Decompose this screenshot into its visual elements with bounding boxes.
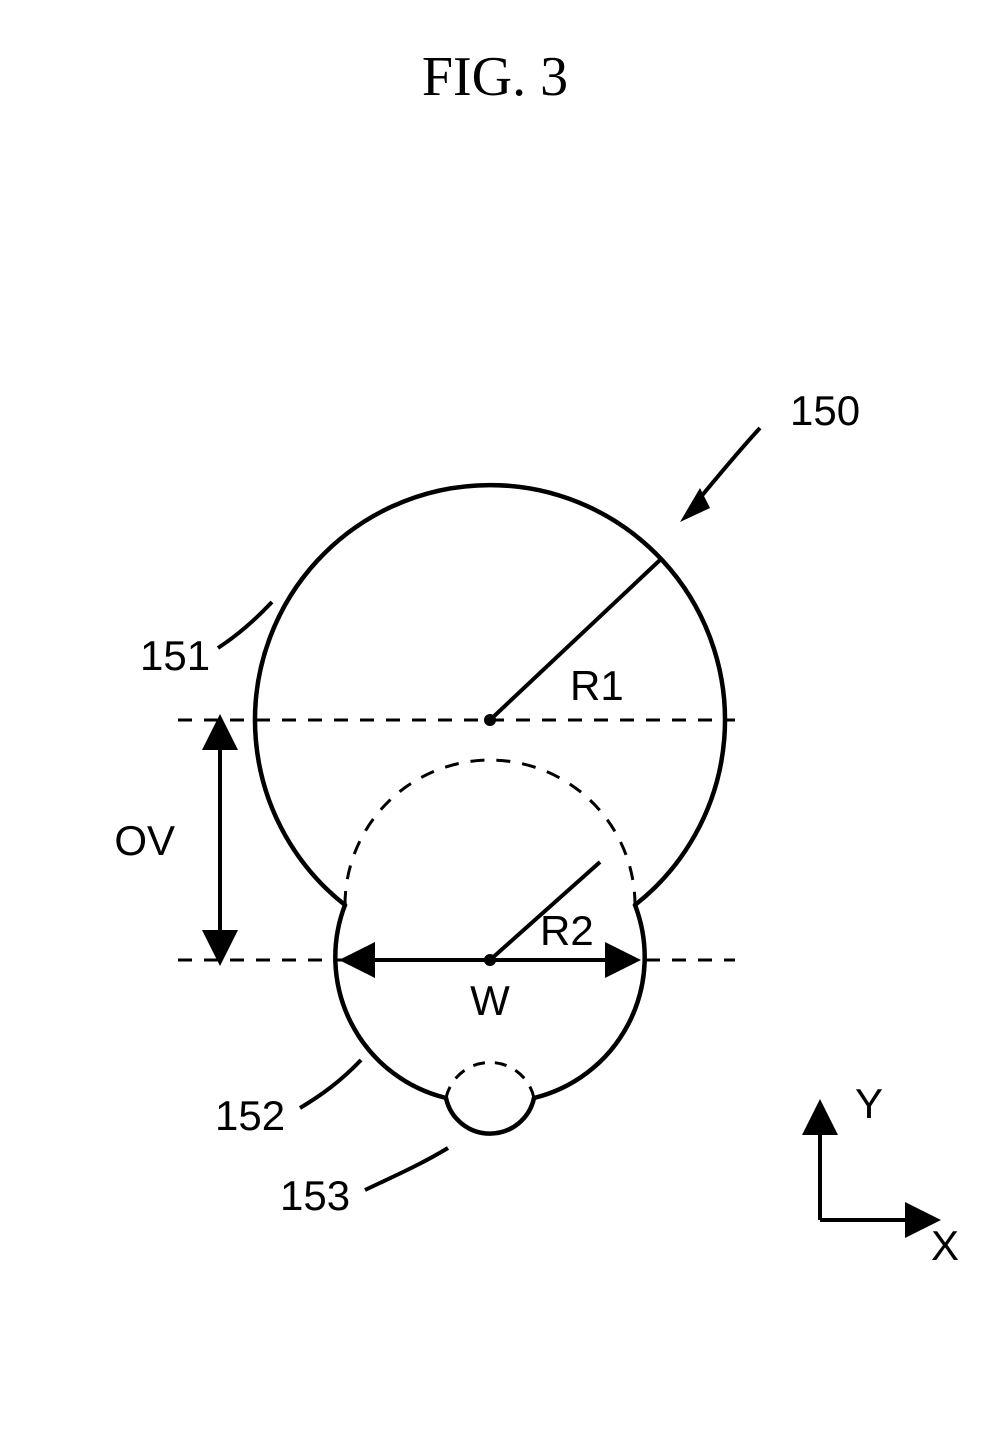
label-151: 151 — [140, 632, 210, 679]
w-dimension: W — [345, 960, 635, 1024]
callout-153: 153 — [280, 1148, 448, 1219]
r2-label: R2 — [540, 907, 594, 954]
x-axis-label: X — [931, 1222, 959, 1269]
callout-150: 150 — [680, 387, 860, 522]
callout-151: 151 — [140, 602, 272, 679]
label-152: 152 — [215, 1092, 285, 1139]
circle-3-dashed — [446, 1062, 534, 1098]
shape-outline — [255, 485, 725, 1133]
radius-r2: R2 — [484, 862, 600, 966]
axes: Y X — [820, 1080, 959, 1269]
leader-151 — [218, 602, 272, 648]
figure-title: FIG. 3 — [422, 46, 568, 108]
ov-label: OV — [114, 817, 175, 864]
circle-2-dashed — [345, 760, 635, 905]
label-150: 150 — [790, 387, 860, 434]
leader-153 — [365, 1148, 448, 1190]
w-label: W — [470, 977, 510, 1024]
label-153: 153 — [280, 1172, 350, 1219]
r1-label: R1 — [570, 662, 624, 709]
leader-152 — [300, 1060, 361, 1108]
circle-1-arc — [255, 485, 725, 905]
figure-root: FIG. 3 R1 R2 OV — [0, 0, 991, 1447]
radius-r1: R1 — [484, 560, 660, 726]
y-axis-label: Y — [855, 1080, 883, 1127]
callout-152: 152 — [215, 1060, 361, 1139]
circle-3-arc — [446, 1098, 534, 1134]
